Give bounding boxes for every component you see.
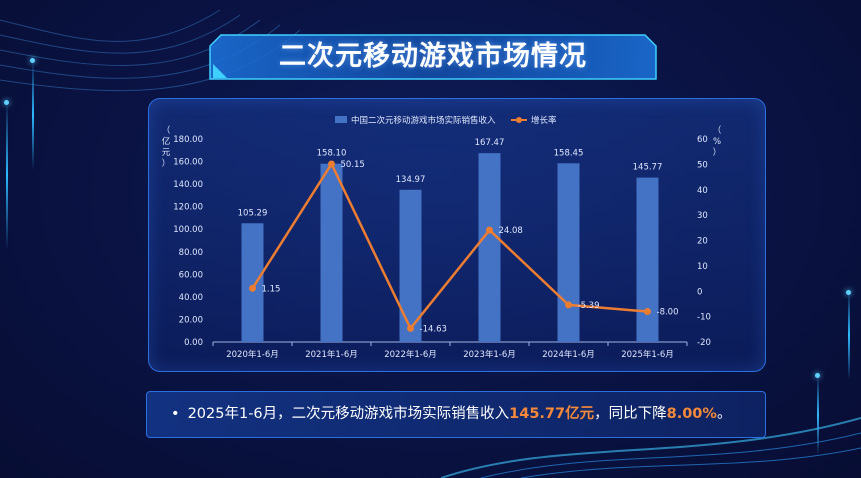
summary-text: • 2025年1-6月，二次元移动游戏市场实际销售收入145.77亿元，同比下降8… [171,392,731,437]
growth-rate-data-label: -14.63 [420,324,447,334]
bar [557,163,580,342]
decorative-dot-right [815,373,820,378]
growth-rate-point [328,160,335,168]
decorative-light-line-right [817,375,819,455]
legend-line-label: 增长率 [531,115,557,126]
decorative-dot-left [30,58,35,63]
summary-box: • 2025年1-6月，二次元移动游戏市场实际销售收入145.77亿元，同比下降8… [146,391,766,438]
y-tick-label: 140.00 [173,180,203,190]
y2-tick-label: 20 [697,237,708,247]
bullet-icon: • [171,406,180,422]
bar-data-label: 167.47 [475,138,505,148]
growth-rate-point [486,226,493,234]
y2-tick-label: 40 [697,186,708,196]
x-tick-label: 2021年1-6月 [305,349,358,360]
y-axis-title-char: 元 [162,148,171,158]
y2-axis-title-char: ） [713,147,722,158]
bar [399,189,422,342]
summary-prefix: 2025年1-6月，二次元移动游戏市场实际销售收入 [187,406,510,422]
y-axis-title-char: ） [162,158,171,169]
decorative-light-line-left-2 [6,100,8,250]
y-axis-title-char: 亿 [162,136,171,147]
bar [636,177,659,342]
y2-tick-label: 10 [697,262,708,272]
summary-highlight-decline: 8.00% [666,406,717,422]
x-tick-label: 2022年1-6月 [384,349,437,360]
growth-rate-point [407,324,414,332]
page-title: 二次元移动游戏市场情况 [279,41,587,72]
legend-bar-swatch [335,116,347,123]
title-banner-frame [209,34,657,80]
y-tick-label: 180.00 [173,135,203,145]
growth-rate-point [249,284,256,292]
y-tick-label: 100.00 [173,225,203,235]
growth-rate-data-label: -5.39 [578,301,600,311]
growth-rate-point [565,301,572,309]
x-tick-label: 2020年1-6月 [226,349,279,360]
decorative-light-line-left [32,60,34,170]
bar [478,153,501,342]
y-axis-title-char: （ [162,125,171,136]
y-tick-label: 120.00 [173,203,203,213]
growth-rate-data-label: 1.15 [262,284,281,294]
y-tick-label: 60.00 [179,270,203,280]
y2-tick-label: -10 [697,313,711,323]
bar [241,223,264,342]
growth-rate-data-label: 50.15 [341,160,365,170]
y-tick-label: 80.00 [179,248,203,258]
x-tick-label: 2023年1-6月 [463,349,516,360]
x-tick-label: 2024年1-6月 [542,349,595,360]
bar-data-label: 145.77 [633,163,663,173]
y2-tick-label: -20 [697,338,711,348]
y2-tick-label: 50 [697,160,708,170]
bar-data-label: 105.29 [238,208,268,218]
x-tick-label: 2025年1-6月 [621,349,674,360]
growth-rate-data-label: -8.00 [657,308,679,318]
y2-axis-title-char: % [713,137,721,147]
bar [320,163,343,342]
page-title-banner: 二次元移动游戏市场情况 [209,34,657,80]
y-tick-label: 20.00 [179,315,203,325]
bar-data-label: 158.45 [554,148,584,158]
growth-rate-data-label: 24.08 [499,226,523,236]
legend-bar-label: 中国二次元移动游戏市场实际销售收入 [351,115,496,126]
y-tick-label: 0.00 [184,338,203,348]
decorative-light-line-right-2 [848,290,850,380]
bar-data-label: 134.97 [396,175,426,185]
decorative-wave-bottom-right [441,417,861,478]
combo-chart: 中国二次元移动游戏市场实际销售收入 增长率（亿元）（%）0.0020.0040.0… [162,115,722,360]
y2-axis-title-char: （ [713,125,722,136]
chart-panel: 中国二次元移动游戏市场实际销售收入 增长率（亿元）（%） 0.00 20.00 40.0… [148,98,766,372]
decorative-dot-right-2 [846,290,851,295]
y2-tick-label: 0 [697,287,702,297]
y2-tick-label: 60 [697,135,708,145]
y-tick-label: 160.00 [173,158,203,168]
y2-tick-label: 30 [697,211,708,221]
decorative-dot-left-2 [4,100,9,105]
growth-rate-line [251,161,648,331]
summary-highlight-revenue: 145.77亿元 [509,406,595,422]
bar-data-label: 158.10 [317,149,347,159]
y-tick-label: 40.00 [179,293,203,303]
summary-suffix: 。 [716,406,732,422]
growth-rate-point [644,308,651,316]
legend-line-marker [516,117,522,123]
summary-middle: ，同比下降 [594,406,667,422]
